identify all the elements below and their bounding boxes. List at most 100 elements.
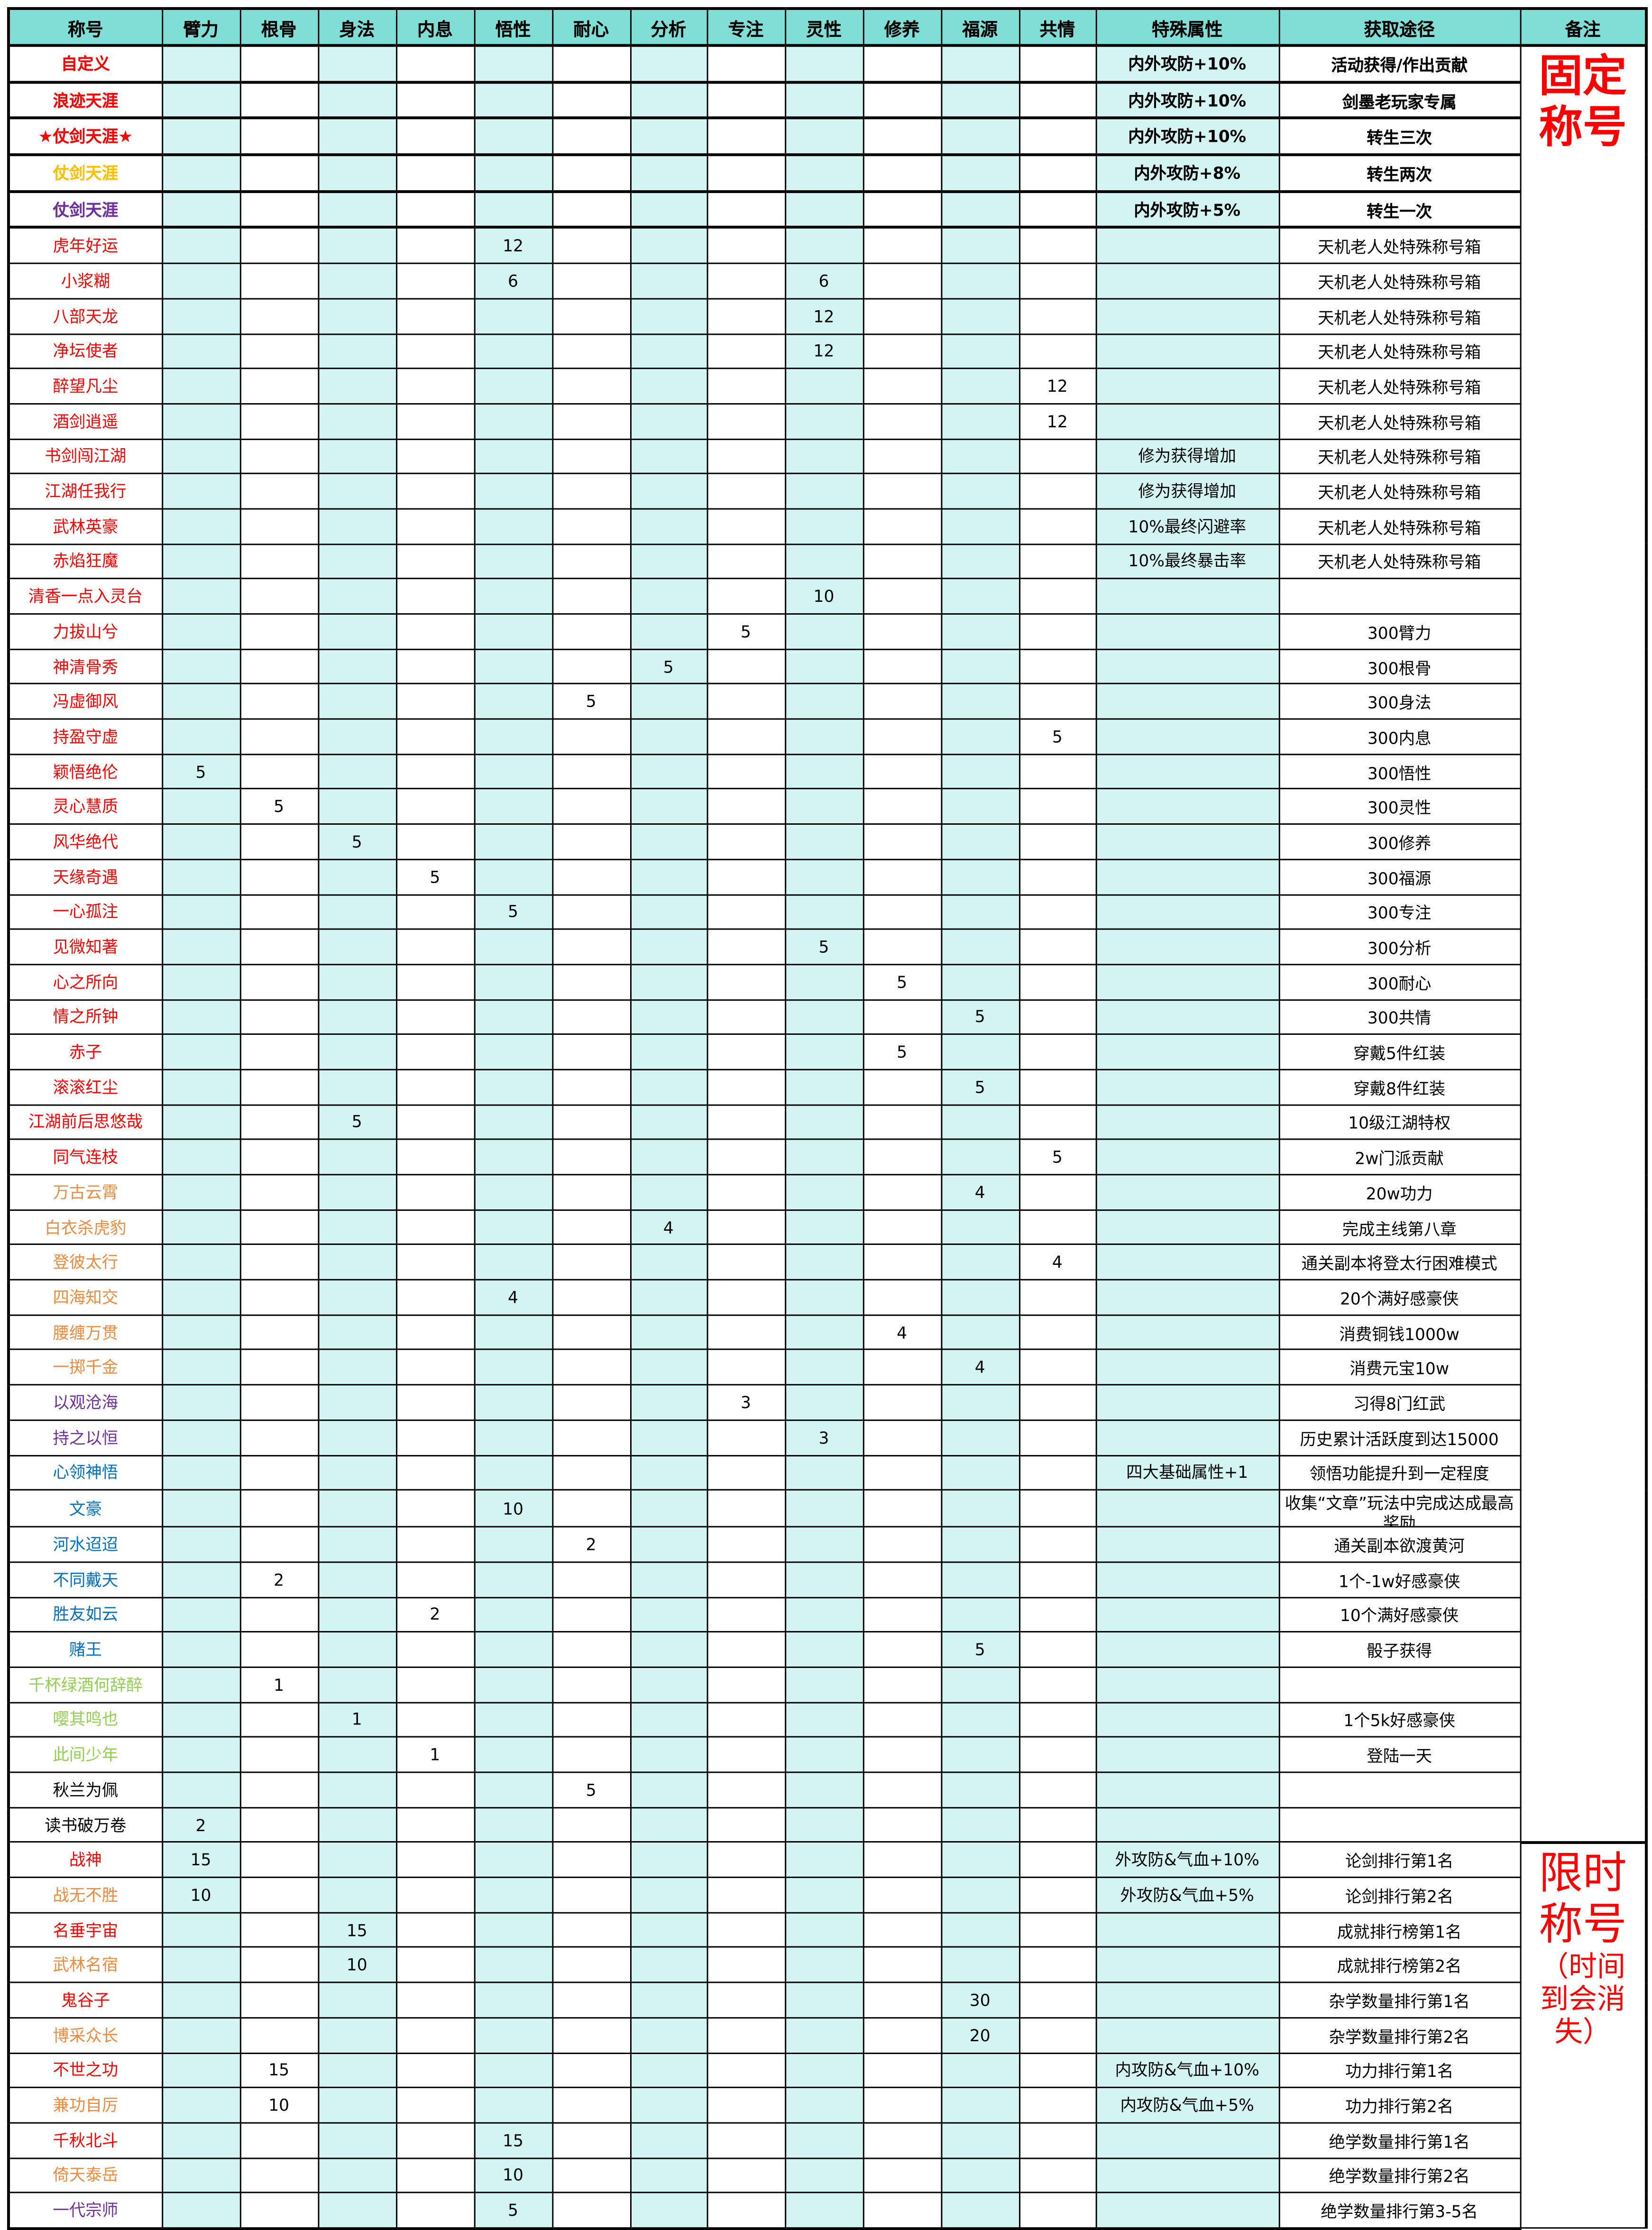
stat-cell-臂力[interactable] <box>161 683 241 720</box>
stat-cell-共情[interactable] <box>1018 1806 1097 1843</box>
stat-cell-修养[interactable] <box>862 1842 942 1879</box>
stat-cell-福源[interactable] <box>940 1489 1020 1528</box>
stat-cell-悟性[interactable] <box>473 718 553 755</box>
source-cell[interactable]: 杂学数量排行第1名 <box>1278 1981 1521 2018</box>
stat-cell-分析[interactable] <box>629 190 708 230</box>
stat-cell-耐心[interactable] <box>551 1384 631 1421</box>
stat-cell-灵性[interactable] <box>784 543 864 580</box>
stat-cell-耐心[interactable] <box>551 648 631 685</box>
stat-cell-共情[interactable] <box>1018 613 1097 650</box>
stat-cell-耐心[interactable] <box>551 1736 631 1773</box>
stat-cell-耐心[interactable] <box>551 81 631 120</box>
stat-cell-福源[interactable] <box>940 648 1020 685</box>
stat-cell-灵性[interactable] <box>784 368 864 405</box>
stat-cell-身法[interactable] <box>317 1842 397 1879</box>
special-attribute-cell[interactable]: 10%最终暴击率 <box>1095 543 1280 580</box>
stat-cell-修养[interactable] <box>862 1561 942 1598</box>
stat-cell-专注[interactable] <box>706 154 786 193</box>
stat-cell-身法[interactable] <box>317 1314 397 1351</box>
stat-cell-身法[interactable] <box>317 998 397 1035</box>
stat-cell-内息[interactable] <box>395 1526 475 1563</box>
title-name-cell[interactable]: 读书破万卷 <box>7 1806 163 1843</box>
source-cell[interactable]: 300修养 <box>1278 823 1521 860</box>
stat-cell-福源[interactable] <box>940 298 1020 334</box>
stat-cell-福源[interactable] <box>940 2192 1020 2230</box>
stat-cell-专注[interactable] <box>706 1069 786 1106</box>
special-attribute-cell[interactable] <box>1095 1139 1280 1176</box>
title-name-cell[interactable]: 河水迢迢 <box>7 1526 163 1563</box>
stat-cell-共情[interactable] <box>1018 1384 1097 1421</box>
stat-cell-臂力[interactable] <box>161 718 241 755</box>
stat-cell-福源[interactable] <box>940 1701 1020 1738</box>
stat-cell-身法[interactable] <box>317 332 397 369</box>
stat-cell-福源[interactable] <box>940 788 1020 825</box>
stat-cell-分析[interactable] <box>629 2192 708 2230</box>
special-attribute-cell[interactable] <box>1095 894 1280 931</box>
source-cell[interactable]: 成就排行榜第1名 <box>1278 1911 1521 1948</box>
source-cell[interactable]: 穿戴8件红装 <box>1278 1069 1521 1106</box>
stat-cell-耐心[interactable] <box>551 1877 631 1913</box>
special-attribute-cell[interactable] <box>1095 1911 1280 1948</box>
stat-cell-根骨[interactable] <box>239 1842 319 1879</box>
stat-cell-悟性[interactable] <box>473 1349 553 1386</box>
stat-cell-分析[interactable] <box>629 1279 708 1316</box>
stat-cell-共情[interactable] <box>1018 81 1097 120</box>
stat-cell-专注[interactable] <box>706 118 786 157</box>
stat-cell-灵性[interactable] <box>784 1561 864 1598</box>
stat-cell-灵性[interactable] <box>784 1069 864 1106</box>
stat-cell-根骨[interactable] <box>239 368 319 405</box>
stat-cell-根骨[interactable] <box>239 998 319 1035</box>
stat-cell-耐心[interactable] <box>551 1911 631 1948</box>
stat-cell-内息[interactable] <box>395 788 475 825</box>
stat-cell-共情[interactable] <box>1018 1701 1097 1738</box>
stat-cell-福源[interactable] <box>940 227 1020 265</box>
stat-cell-福源[interactable] <box>940 1561 1020 1598</box>
stat-cell-修养[interactable] <box>862 1736 942 1773</box>
stat-cell-福源[interactable] <box>940 190 1020 230</box>
source-cell[interactable]: 天机老人处特殊称号箱 <box>1278 332 1521 369</box>
stat-cell-根骨[interactable] <box>239 963 319 1000</box>
stat-cell-福源[interactable] <box>940 1526 1020 1563</box>
special-attribute-cell[interactable] <box>1095 1209 1280 1246</box>
stat-cell-共情[interactable] <box>1018 1033 1097 1070</box>
stat-cell-悟性[interactable]: 12 <box>473 227 553 265</box>
source-cell[interactable] <box>1278 1666 1521 1703</box>
source-cell[interactable]: 绝学数量排行第3-5名 <box>1278 2192 1521 2230</box>
stat-cell-灵性[interactable] <box>784 2122 864 2159</box>
stat-cell-修养[interactable] <box>862 1806 942 1843</box>
special-attribute-cell[interactable]: 内外攻防+10% <box>1095 45 1280 83</box>
column-header[interactable]: 获取途径 <box>1278 7 1521 47</box>
title-name-cell[interactable]: 风华绝代 <box>7 823 163 860</box>
stat-cell-臂力[interactable] <box>161 1701 241 1738</box>
stat-cell-分析[interactable] <box>629 823 708 860</box>
title-name-cell[interactable]: 自定义 <box>7 45 163 83</box>
source-cell[interactable]: 活动获得/作出贡献 <box>1278 45 1521 83</box>
stat-cell-灵性[interactable] <box>784 1981 864 2018</box>
stat-cell-耐心[interactable] <box>551 1244 631 1281</box>
stat-cell-根骨[interactable] <box>239 227 319 265</box>
stat-cell-耐心[interactable] <box>551 1946 631 1983</box>
stat-cell-根骨[interactable] <box>239 1631 319 1668</box>
stat-cell-共情[interactable] <box>1018 1349 1097 1386</box>
stat-cell-专注[interactable] <box>706 1419 786 1456</box>
stat-cell-身法[interactable] <box>317 1489 397 1528</box>
stat-cell-根骨[interactable] <box>239 1911 319 1948</box>
stat-cell-修养[interactable] <box>862 473 942 510</box>
stat-cell-内息[interactable] <box>395 1806 475 1843</box>
stat-cell-灵性[interactable] <box>784 1209 864 1246</box>
stat-cell-专注[interactable] <box>706 1771 786 1808</box>
stat-cell-共情[interactable] <box>1018 2192 1097 2230</box>
title-name-cell[interactable]: 书剑闯江湖 <box>7 438 163 475</box>
stat-cell-灵性[interactable] <box>784 718 864 755</box>
stat-cell-内息[interactable] <box>395 1384 475 1421</box>
stat-cell-耐心[interactable] <box>551 1033 631 1070</box>
stat-cell-悟性[interactable] <box>473 683 553 720</box>
stat-cell-悟性[interactable] <box>473 1666 553 1703</box>
stat-cell-福源[interactable] <box>940 929 1020 965</box>
stat-cell-悟性[interactable] <box>473 1701 553 1738</box>
stat-cell-福源[interactable] <box>940 1279 1020 1316</box>
stat-cell-共情[interactable] <box>1018 154 1097 193</box>
stat-cell-根骨[interactable] <box>239 1736 319 1773</box>
stat-cell-专注[interactable] <box>706 1806 786 1843</box>
title-name-cell[interactable]: 千杯绿酒何辞醉 <box>7 1666 163 1703</box>
